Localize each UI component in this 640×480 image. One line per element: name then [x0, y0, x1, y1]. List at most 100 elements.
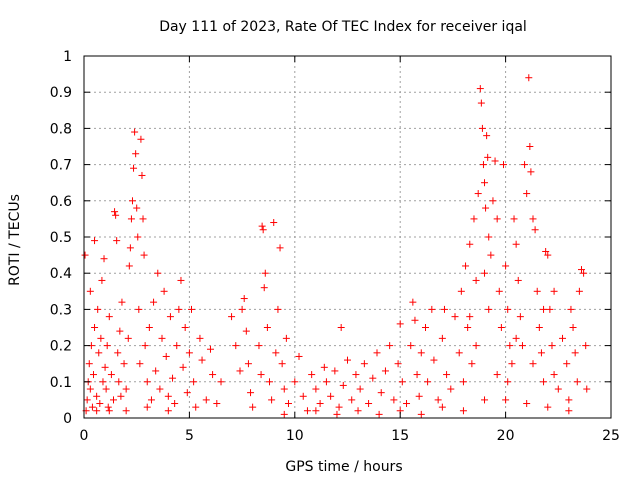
data-point	[489, 197, 497, 205]
data-point	[177, 276, 185, 284]
data-point	[100, 255, 108, 263]
y-axis-label: ROTI / TECUs	[7, 194, 23, 286]
data-point	[540, 305, 548, 313]
data-point	[316, 400, 324, 408]
data-point	[213, 400, 221, 408]
data-point	[573, 378, 581, 386]
data-point	[255, 342, 263, 350]
data-point	[559, 334, 567, 342]
data-point	[169, 374, 177, 382]
data-point	[331, 367, 339, 375]
data-point	[497, 324, 505, 331]
data-point	[434, 396, 442, 404]
data-point	[421, 324, 429, 331]
data-point	[86, 385, 94, 393]
data-point	[120, 360, 128, 368]
data-point	[484, 153, 492, 161]
data-point	[135, 305, 143, 313]
data-point	[565, 407, 573, 415]
data-point	[394, 360, 402, 368]
data-point	[299, 392, 307, 400]
data-point	[102, 385, 110, 393]
x-tick-label: 15	[391, 428, 409, 444]
data-point	[481, 396, 489, 404]
y-tick-label: 0.4	[50, 266, 72, 282]
data-point	[86, 287, 94, 295]
data-point	[327, 392, 335, 400]
data-point	[580, 269, 588, 277]
data-point	[156, 385, 164, 393]
data-point	[274, 305, 282, 313]
data-point	[481, 269, 489, 277]
data-point	[217, 378, 225, 386]
data-point	[582, 342, 590, 350]
data-point	[295, 352, 303, 360]
data-point	[521, 161, 529, 169]
data-point	[493, 215, 501, 223]
data-point	[540, 378, 548, 386]
data-point	[377, 389, 385, 397]
data-point	[140, 251, 148, 259]
data-point	[88, 403, 96, 411]
data-point	[138, 171, 146, 179]
data-point	[105, 313, 113, 321]
data-point	[502, 396, 510, 404]
data-point	[502, 262, 510, 270]
data-point	[101, 363, 109, 371]
data-point	[280, 385, 288, 393]
data-point	[529, 215, 537, 223]
data-point	[495, 287, 503, 295]
data-point	[130, 164, 138, 172]
data-point	[238, 305, 246, 313]
data-point	[428, 305, 436, 313]
data-point	[164, 407, 172, 415]
data-point	[152, 367, 160, 375]
data-point	[91, 237, 99, 245]
data-point	[206, 345, 214, 353]
data-point	[491, 157, 499, 165]
data-point	[335, 403, 343, 411]
data-point	[93, 392, 101, 400]
data-point	[111, 208, 119, 216]
data-point	[190, 378, 198, 386]
data-point	[472, 342, 480, 350]
data-point	[516, 313, 524, 321]
data-point	[438, 403, 446, 411]
data-point	[133, 204, 141, 212]
data-point	[510, 215, 518, 223]
data-point	[202, 396, 210, 404]
data-point	[459, 407, 467, 415]
data-point	[118, 298, 126, 306]
data-point	[476, 85, 484, 93]
data-point	[567, 305, 575, 313]
data-point	[105, 407, 113, 415]
data-point	[525, 74, 533, 82]
data-point	[278, 360, 286, 368]
data-point	[544, 403, 552, 411]
data-point	[477, 99, 485, 107]
x-axis-label: GPS time / hours	[285, 459, 402, 475]
data-point	[236, 367, 244, 375]
data-point	[115, 378, 123, 386]
data-point	[164, 392, 172, 400]
chart-title: Day 111 of 2023, Rate Of TEC Index for r…	[159, 19, 527, 35]
data-point	[375, 410, 383, 418]
data-point	[249, 403, 257, 411]
data-point	[554, 385, 562, 393]
data-point	[468, 360, 476, 368]
data-point	[569, 324, 577, 331]
data-point	[451, 313, 459, 321]
data-point	[136, 360, 144, 368]
data-point	[386, 342, 394, 350]
data-point	[185, 349, 193, 357]
data-point	[365, 400, 373, 408]
data-point	[103, 342, 111, 350]
data-point	[260, 284, 268, 292]
data-point	[175, 305, 183, 313]
data-point	[417, 349, 425, 357]
data-point	[284, 400, 292, 408]
data-point	[261, 269, 269, 277]
data-point	[280, 410, 288, 418]
data-point	[95, 349, 103, 357]
